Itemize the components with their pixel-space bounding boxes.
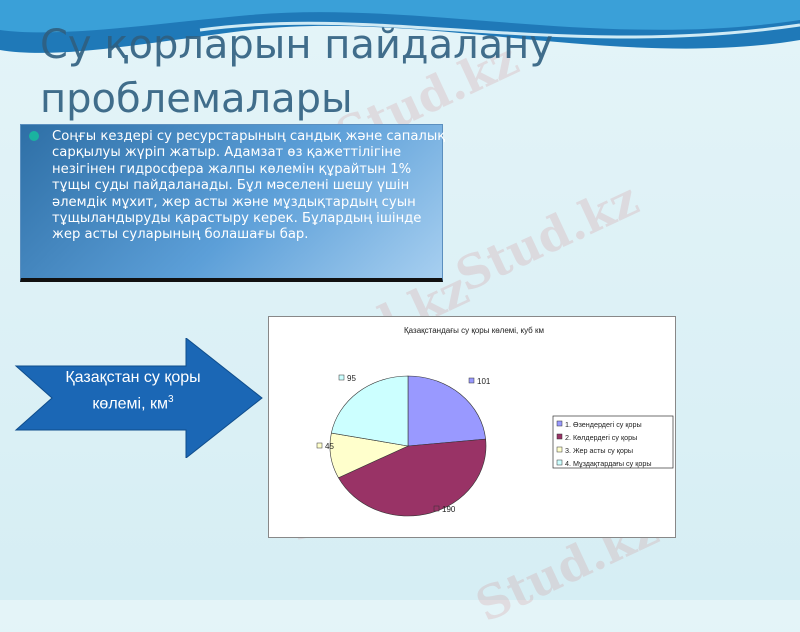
- pie-chart: Қазақстандағы су қоры көлемі, куб км 101…: [268, 316, 676, 538]
- pie-slice: [330, 375, 409, 447]
- pie-slice: [338, 438, 487, 517]
- text-box: Соңғы кездері су ресурстарының сандық жә…: [20, 124, 445, 282]
- data-label-marker: [338, 374, 345, 381]
- bullet-icon: [29, 131, 39, 141]
- data-label-marker: [468, 377, 475, 384]
- pie-slice: [407, 375, 486, 447]
- arrow-label: Қазақстан су қоры көлемі, км3: [65, 369, 201, 413]
- body-paragraph: Соңғы кездері су ресурстарының сандық жә…: [52, 129, 446, 243]
- chart-title: Қазақстандағы су қоры көлемі, куб км: [404, 326, 544, 335]
- arrow-shape: [14, 338, 263, 458]
- data-label: 101: [477, 377, 491, 386]
- header-wave-decoration: [0, 0, 800, 53]
- legend-swatch: [556, 433, 563, 440]
- watermark: Stud.kz: [447, 171, 647, 303]
- legend-entry: 2. Көлдердегі су қоры: [565, 433, 637, 442]
- legend: [552, 415, 674, 469]
- legend-entry: 1. Өзендердегі су қоры: [565, 420, 642, 429]
- legend-swatch: [556, 446, 563, 453]
- legend-entry: 3. Жер асты су қоры: [565, 446, 633, 455]
- legend-swatch: [556, 459, 563, 466]
- data-label-marker: [433, 505, 440, 512]
- legend-entry: 4. Мұздақтардағы су қоры: [565, 459, 652, 468]
- data-label-marker: [316, 442, 323, 449]
- data-label: 95: [347, 374, 356, 383]
- legend-swatch: [556, 420, 563, 427]
- slide-title: Су қорларын пайдалану проблемалары: [40, 22, 553, 122]
- data-label: 45: [325, 442, 334, 451]
- data-label: 190: [442, 505, 456, 514]
